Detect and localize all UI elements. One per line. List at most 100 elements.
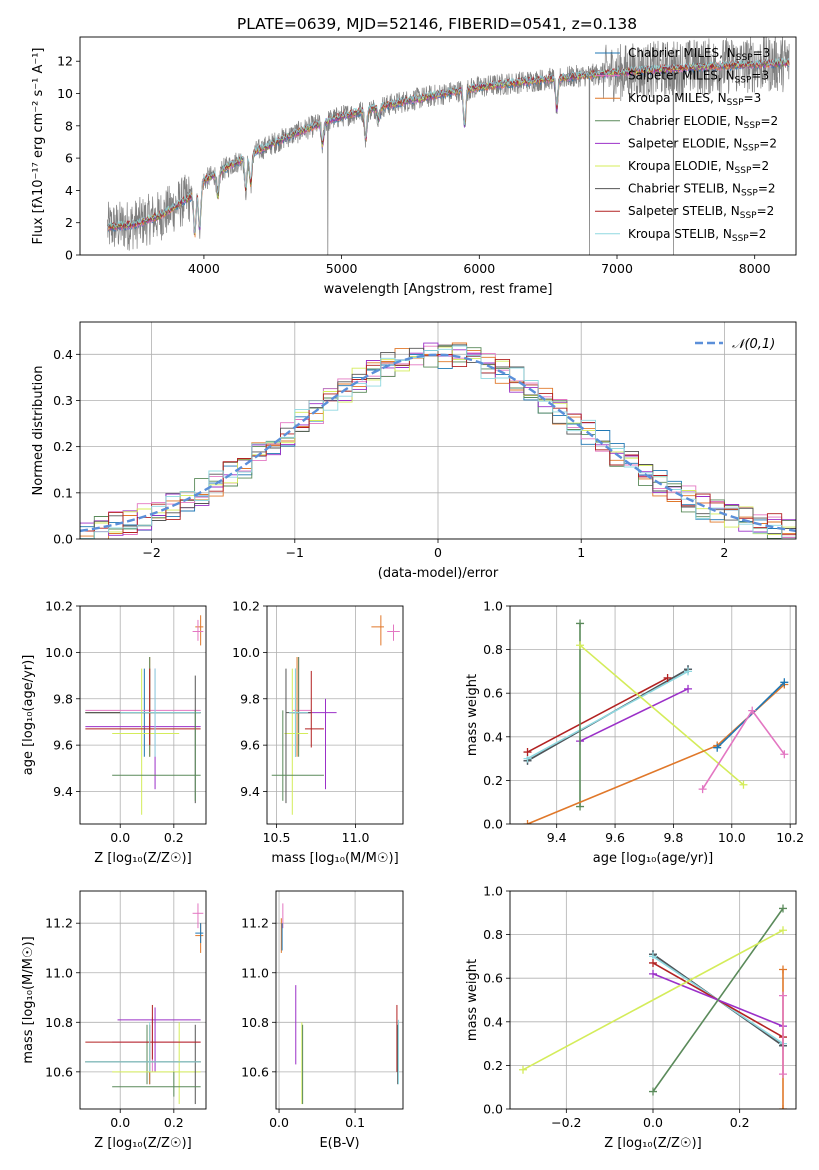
model-spectrum-6 [107, 58, 790, 233]
y-tick-label: 0.0 [483, 1102, 503, 1117]
y-tick-label: 0 [65, 248, 73, 263]
weight-marker-4 [649, 969, 657, 978]
y-axis-label: Normed distribution [31, 366, 46, 496]
y-tick-label: 9.4 [240, 784, 260, 799]
y-tick-label: 8 [65, 118, 73, 133]
y-tick-label: 0.4 [483, 729, 503, 744]
spectrum-legend: Chabrier MILES, NSSP=3 Salpeter MILES, NS… [595, 46, 778, 244]
x-tick-label: 10.2 [776, 830, 804, 845]
model-spectrum-8 [107, 57, 790, 234]
x-tick-label: 8000 [739, 261, 771, 276]
weight-marker-8 [779, 1070, 787, 1079]
x-tick-label: 5000 [326, 261, 358, 276]
y-tick-label: 2 [65, 215, 73, 230]
axes-frame [79, 605, 207, 825]
weight-marker-7 [523, 820, 532, 824]
panel-spectrum: 4000 5000 6000 7000 8000 0 2 4 6 8 10 12 wavelength … [31, 36, 797, 297]
y-tick-label: 11.2 [45, 916, 73, 931]
plot-area [510, 606, 796, 824]
x-tick-label: 4000 [188, 261, 220, 276]
x-axis-label: age [log₁₀(age/yr)] [593, 851, 714, 866]
weight-marker-7 [779, 965, 787, 974]
x-tick-label: 9.8 [663, 830, 683, 845]
normal-curve [80, 353, 796, 533]
plot-area [276, 891, 403, 1109]
y-tick-label: 11.0 [45, 965, 73, 980]
plot-area [80, 891, 206, 1109]
y-tick-label: 0.2 [483, 1058, 503, 1073]
y-tick-label: 0.0 [483, 817, 503, 832]
x-tick-label: 9.6 [605, 830, 625, 845]
y-tick-label: 11.2 [241, 916, 269, 931]
weight-line-5 [652, 907, 784, 1093]
weight-marker-7 [779, 1105, 787, 1109]
y-tick-label: 10.0 [45, 645, 73, 660]
y-tick-label: 9.8 [53, 691, 73, 706]
y-tick-label: 0.3 [53, 393, 73, 408]
weight-marker-9 [780, 750, 789, 759]
panel-weight-vs-age: 9.4 9.6 9.8 10.0 10.2 0.0 0.2 0.4 0.6 0.8 1.0 age [… [465, 599, 804, 867]
y-tick-label: 6 [65, 151, 73, 166]
y-axis-label: mass weight [465, 959, 480, 1041]
x-tick-label: 0.1 [345, 1115, 365, 1130]
weight-marker-5 [576, 802, 585, 811]
y-tick-label: 10.2 [232, 599, 260, 614]
weight-marker-8 [779, 991, 787, 1000]
x-axis-label: Z [log₁₀(Z/Z☉)] [94, 1136, 191, 1151]
weight-marker-6 [779, 926, 787, 935]
y-tick-label: 10.8 [45, 1015, 73, 1030]
x-tick-label: 11.0 [342, 830, 370, 845]
weight-line-6 [522, 929, 784, 1071]
y-tick-label: 12 [57, 54, 73, 69]
axes-frame [275, 890, 404, 1110]
x-axis-label: E(B-V) [319, 1136, 359, 1151]
residual-hist-8 [80, 345, 796, 539]
weight-marker-8 [713, 743, 722, 752]
x-tick-label: 0 [434, 545, 442, 560]
panel-weight-vs-Z: −0.2 0.0 0.2 0.0 0.2 0.4 0.6 0.8 1.0 Z [log₁₀(Z/Z… [465, 884, 797, 1151]
weight-marker-9 [748, 706, 757, 715]
x-tick-label: 0.2 [730, 1115, 750, 1130]
x-tick-label: 10.0 [718, 830, 746, 845]
legend-label-4: Salpeter ELODIE, NSSP=2 [628, 136, 777, 153]
weight-marker-6 [576, 641, 585, 650]
legend-label-1: Salpeter MILES, NSSP=3 [628, 69, 769, 86]
axes-frame [266, 605, 404, 825]
y-tick-label: 10.0 [232, 645, 260, 660]
x-tick-label: −0.2 [551, 1115, 581, 1130]
normal-legend-label: 𝒩(0,1) [732, 337, 775, 352]
x-tick-label: −2 [142, 545, 160, 560]
figure-title: PLATE=0639, MJD=52146, FIBERID=0541, z=0… [237, 15, 637, 33]
y-tick-label: 0.4 [483, 1014, 503, 1029]
x-tick-label: 9.4 [547, 830, 567, 845]
legend-label-6: Chabrier STELIB, NSSP=2 [628, 182, 776, 199]
panel-mass-vs-ebv: 0.0 0.1 10.6 10.8 11.0 11.2 E(B-V) [241, 890, 404, 1151]
plot-area [80, 606, 206, 824]
panel-age-vs-Z: 0.0 0.2 9.4 9.6 9.8 10.0 10.2 Z [log₁₀(Z/Z☉)] ag… [21, 599, 207, 866]
panel-mass-vs-Z: 0.0 0.2 10.6 10.8 11.0 11.2 Z [log₁₀(Z/Z☉)] mas… [21, 890, 207, 1151]
weight-marker-3 [649, 958, 657, 967]
x-tick-label: 0.0 [643, 1115, 663, 1130]
x-tick-label: 1 [577, 545, 585, 560]
x-axis-label: Z [log₁₀(Z/Z☉)] [94, 851, 191, 866]
axes-frame [79, 890, 207, 1110]
legend-label-8: Kroupa STELIB, NSSP=2 [628, 227, 766, 244]
x-tick-label: 7000 [601, 261, 633, 276]
y-tick-label: 10 [57, 86, 73, 101]
y-tick-label: 0.1 [53, 485, 73, 500]
y-axis-label: mass weight [465, 674, 480, 756]
weight-marker-9 [698, 785, 707, 794]
y-tick-label: 9.6 [53, 738, 73, 753]
y-tick-label: 0.6 [483, 971, 503, 986]
legend-label-0: Chabrier MILES, NSSP=3 [628, 46, 770, 63]
weight-marker-3 [663, 673, 672, 682]
y-tick-label: 9.6 [240, 738, 260, 753]
y-tick-label: 0.8 [483, 927, 503, 942]
x-axis-label: wavelength [Angstrom, rest frame] [324, 282, 553, 297]
y-tick-label: 10.6 [45, 1064, 73, 1079]
y-tick-label: 0.6 [483, 686, 503, 701]
legend-label-7: Salpeter STELIB, NSSP=2 [628, 204, 774, 221]
weight-marker-6 [739, 780, 748, 789]
weight-line-6 [579, 644, 745, 786]
axes-frame [79, 321, 797, 540]
